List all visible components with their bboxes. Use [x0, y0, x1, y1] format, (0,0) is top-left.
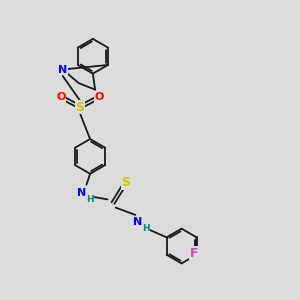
- Text: O: O: [56, 92, 65, 102]
- Text: S: S: [121, 176, 130, 189]
- Text: N: N: [77, 188, 86, 198]
- Text: F: F: [190, 247, 199, 260]
- Text: S: S: [76, 100, 85, 113]
- Text: O: O: [94, 92, 104, 102]
- Text: N: N: [134, 217, 143, 227]
- Text: N: N: [58, 64, 67, 74]
- Text: H: H: [86, 195, 94, 204]
- Text: H: H: [142, 224, 150, 233]
